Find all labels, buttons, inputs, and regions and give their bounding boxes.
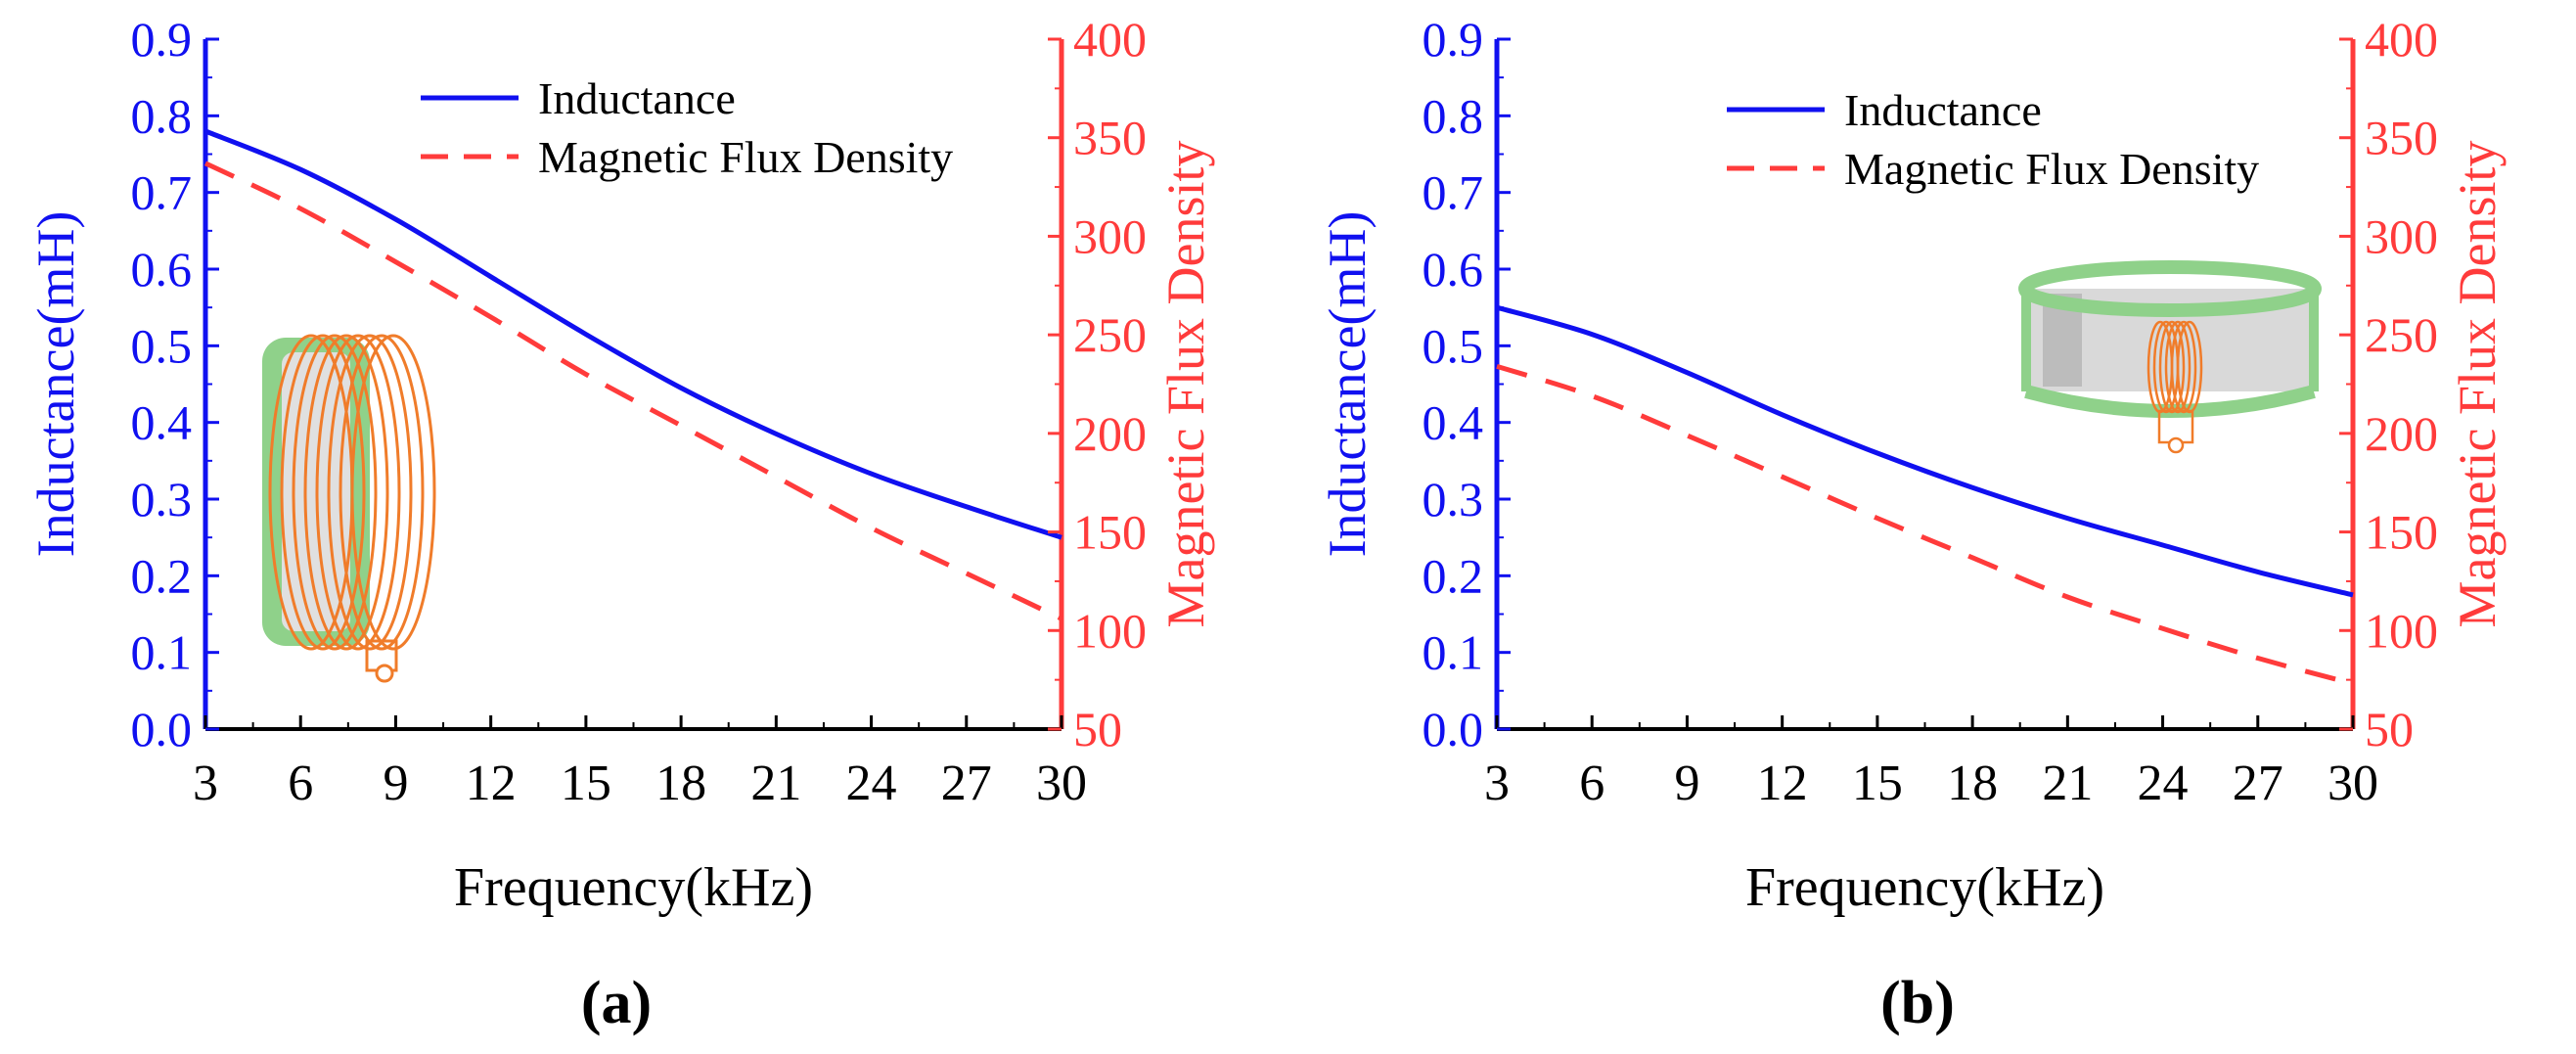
y-left-tick-label: 0.6 [131,242,193,297]
legend: Inductance Magnetic Flux Density [1727,85,2259,194]
y-right-tick-label: 150 [2365,505,2438,560]
y-right-tick-label: 400 [2365,12,2438,67]
x-tick-label: 3 [1484,756,1510,811]
x-tick-label: 18 [1947,756,1998,811]
series-inductance-line [1496,304,2354,598]
panel-b: 3 6 9 12 15 18 21 24 27 30 0.0 0.1 0.2 0.3 0.4 0.5 0.6 0.… [1318,12,2507,1036]
x-tick-label: 15 [1852,756,1903,811]
y-left-tick-label: 0.3 [131,472,193,527]
y-right-tick-label: 300 [2365,208,2438,263]
y-left-tick-label: 0.8 [131,88,193,143]
y-right-tick-label: 100 [2365,603,2438,658]
y-left-tick-label: 0.1 [1423,625,1484,680]
inset-coil-terminal [375,664,394,683]
x-tick-label: 21 [750,756,801,811]
y-axis-right-title: Magnetic Flux Density [2448,141,2507,628]
y-right-tick-label: 250 [2365,307,2438,362]
x-axis-title: Frequency(kHz) [1745,857,2104,918]
y-axis-left-title: Inductance(mH) [26,211,85,558]
x-tick-label: 9 [1674,756,1699,811]
x-tick-label: 6 [1579,756,1604,811]
panel-label: (a) [581,970,652,1036]
y-right-tick-label: 50 [2365,702,2414,756]
x-tick-label: 12 [466,756,517,811]
y-left-tick-label: 0.9 [131,12,193,67]
y-left-tick-label: 0.1 [131,625,193,680]
x-tick-label: 24 [846,756,897,811]
y-right-tick-label: 200 [1073,406,1147,461]
y-left-tick-label: 0.9 [1423,12,1484,67]
y-left-tick-label: 0.5 [1423,318,1484,373]
y-left-tick-label: 0.7 [1423,165,1484,220]
legend-label-inductance: Inductance [538,73,736,123]
inset-coil-terminal [2167,436,2185,454]
y-right-tick-label: 400 [1073,12,1147,67]
x-tick-label: 12 [1757,756,1808,811]
y-left-tick-label: 0.7 [131,165,193,220]
series-flux-density-line [203,160,1063,621]
y-right-tick-label: 300 [1073,208,1147,263]
y-left-tick-label: 0.5 [131,318,193,373]
x-tick-label: 3 [193,756,218,811]
y-left-tick-label: 0.4 [1423,395,1484,450]
y-left-tick-label: 0.0 [1423,702,1484,756]
inset-coil-ring-top [2018,260,2322,454]
panel-a: 3 6 9 12 15 18 21 24 27 30 0.0 0.1 0.2 0.3 0.4 0.5 0.6 0.… [26,12,1215,1036]
y-right-tick-label: 200 [2365,406,2438,461]
inset-coil-ring-side [262,334,436,683]
y-left-tick-label: 0.3 [1423,472,1484,527]
series-inductance-line [204,128,1062,540]
x-axis-title: Frequency(kHz) [454,857,813,918]
x-tick-label: 6 [288,756,313,811]
x-tick-label: 18 [655,756,706,811]
x-tick-label: 27 [941,756,992,811]
y-left-tick-label: 0.2 [1423,548,1484,603]
y-right-tick-label: 150 [1073,505,1147,560]
y-left-tick-label: 0.8 [1423,88,1484,143]
inset-coil-windings [268,334,436,651]
y-right-tick-label: 350 [2365,111,2438,165]
x-tick-label: 9 [383,756,408,811]
y-right-tick-label: 100 [1073,603,1147,658]
legend-label-inductance: Inductance [1844,85,2042,135]
legend: Inductance Magnetic Flux Density [421,73,953,182]
x-tick-label: 27 [2233,756,2283,811]
y-left-tick-label: 0.2 [131,548,193,603]
y-left-tick-label: 0.6 [1423,242,1484,297]
panel-label: (b) [1880,970,1955,1036]
y-right-tick-label: 50 [1073,702,1122,756]
legend-label-flux: Magnetic Flux Density [1844,144,2259,194]
y-axis-left-title: Inductance(mH) [1318,211,1377,558]
x-tick-label: 30 [2327,756,2378,811]
x-tick-label: 30 [1036,756,1087,811]
legend-label-flux: Magnetic Flux Density [538,132,953,182]
x-tick-label: 15 [561,756,611,811]
y-right-tick-label: 250 [1073,307,1147,362]
x-tick-label: 24 [2138,756,2189,811]
y-left-tick-label: 0.4 [131,395,193,450]
y-right-tick-label: 350 [1073,111,1147,165]
y-left-tick-label: 0.0 [131,702,193,756]
x-tick-label: 21 [2042,756,2093,811]
series-flux-density-line [1496,364,2354,687]
y-axis-right-title: Magnetic Flux Density [1156,141,1215,628]
